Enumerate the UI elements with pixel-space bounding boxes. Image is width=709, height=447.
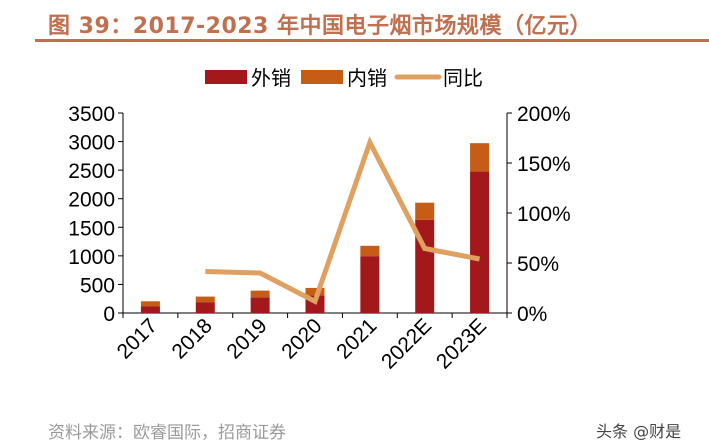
legend-label-同比: 同比 bbox=[443, 67, 483, 90]
bar-内销-2019 bbox=[250, 290, 270, 298]
chart: 0 500 1000 1500 2000 2500 3000 3500 0% 50% 100% 150… bbox=[68, 67, 571, 373]
legend-label-内销: 内销 bbox=[347, 67, 387, 90]
right-tick-label: 100% bbox=[517, 203, 571, 226]
x-tick-label: 2022E bbox=[377, 314, 436, 373]
bar-内销-2017 bbox=[140, 301, 160, 307]
x-tick-label: 2018 bbox=[168, 314, 217, 363]
right-tick-label: 150% bbox=[517, 153, 571, 176]
bar-内销-2018 bbox=[195, 296, 215, 303]
x-tick-label: 2017 bbox=[113, 314, 162, 363]
x-tick-label: 2019 bbox=[222, 314, 271, 363]
line-同比 bbox=[205, 136, 481, 305]
bar-外销-2019 bbox=[250, 297, 270, 313]
left-tick-label: 3000 bbox=[68, 132, 115, 155]
right-tick-label: 200% bbox=[517, 103, 571, 126]
left-tick-label: 2500 bbox=[68, 160, 115, 183]
x-tick-label: 2020 bbox=[277, 314, 326, 363]
title-divider bbox=[35, 39, 709, 42]
left-tick-label: 2000 bbox=[68, 189, 115, 212]
bar-内销-2021 bbox=[360, 245, 380, 257]
source-note: 资料来源：欧睿国际，招商证券 bbox=[48, 423, 286, 443]
legend-label-外销: 外销 bbox=[251, 67, 291, 90]
bar-内销-2023E bbox=[470, 143, 490, 172]
left-tick-label: 0 bbox=[103, 303, 115, 326]
right-tick-label: 0% bbox=[517, 303, 547, 326]
left-tick-label: 1500 bbox=[68, 217, 115, 240]
legend-swatch-内销 bbox=[301, 70, 343, 84]
left-tick-label: 3500 bbox=[68, 103, 115, 126]
x-tick-label: 2021 bbox=[332, 314, 381, 363]
legend-swatch-外销 bbox=[205, 70, 247, 84]
bar-外销-2021 bbox=[360, 256, 380, 313]
bar-外销-2017 bbox=[140, 306, 160, 313]
left-tick-label: 500 bbox=[80, 274, 115, 297]
bar-外销-2018 bbox=[195, 302, 215, 313]
bar-外销-2023E bbox=[470, 171, 490, 313]
left-tick-label: 1000 bbox=[68, 246, 115, 269]
x-tick-label: 2023E bbox=[432, 314, 491, 373]
right-tick-label: 50% bbox=[517, 253, 559, 276]
bar-内销-2020 bbox=[305, 287, 325, 296]
chart-title: 图 39：2017-2023 年中国电子烟市场规模（亿元） bbox=[48, 14, 593, 39]
bar-内销-2022E bbox=[415, 202, 435, 220]
watermark: 头条 @财是 bbox=[596, 422, 682, 441]
